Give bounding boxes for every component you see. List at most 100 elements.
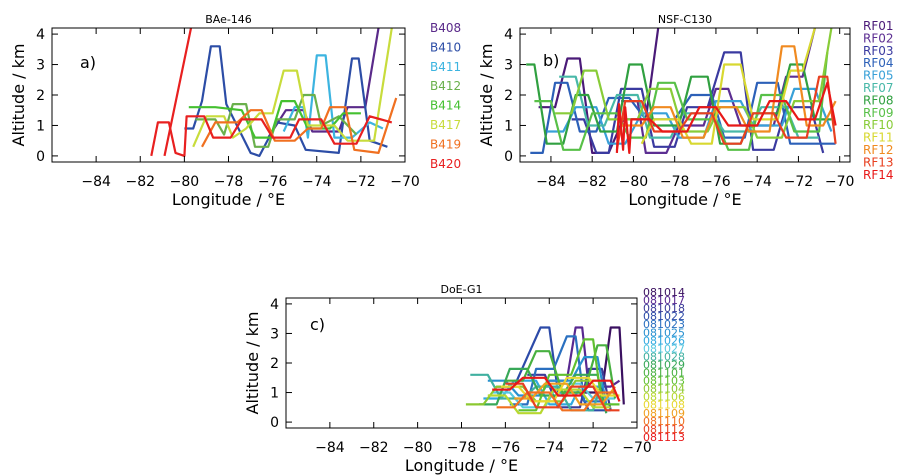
- legend-entry: 081106: [643, 391, 685, 404]
- x-tick-label: −74: [302, 174, 332, 190]
- series-line-B410: [184, 45, 388, 157]
- x-tick-label: −84: [536, 174, 566, 190]
- x-tick-label: −70: [825, 174, 855, 190]
- y-axis-label: Altitude / km: [477, 44, 496, 147]
- legend-entry: 081027: [643, 342, 685, 355]
- y-tick-label: 4: [270, 297, 279, 313]
- series-line-RF12: [621, 45, 837, 139]
- y-tick-label: 4: [504, 27, 513, 43]
- x-axis-label: Longitude / °E: [172, 190, 285, 209]
- y-tick-label: 0: [36, 149, 45, 165]
- legend-entry: 081028: [643, 350, 685, 363]
- series-line-RF08: [526, 63, 832, 145]
- x-tick-label: −72: [784, 174, 814, 190]
- y-tick-label: 0: [270, 415, 279, 431]
- panel-label: a): [80, 53, 96, 72]
- series-line-B408: [267, 28, 380, 139]
- legend-entry: RF12: [863, 143, 894, 157]
- x-tick-label: −76: [258, 174, 288, 190]
- y-tick-label: 1: [36, 118, 45, 134]
- legend-entry: B410: [430, 40, 461, 54]
- series-group: [465, 326, 625, 415]
- panel-title: BAe-146: [205, 13, 252, 26]
- x-tick-label: −82: [359, 440, 389, 456]
- series-line-RF09: [534, 52, 829, 151]
- legend-entry: 081026: [643, 334, 685, 347]
- series-group: [526, 28, 837, 154]
- legend-entry: RF02: [863, 31, 894, 45]
- x-tick-label: −82: [577, 174, 607, 190]
- legend-entry: RF11: [863, 131, 894, 145]
- legend: 0810140810170810180810220810230810250810…: [643, 286, 685, 444]
- legend-entry: 081112: [643, 423, 685, 436]
- x-tick-label: −84: [81, 174, 111, 190]
- panel-2: −84 −82 −80 −78 −76 −74 −72 −70 0 1 2 3 4 NSF-C130 Lon…: [477, 13, 894, 209]
- x-tick-label: −80: [619, 174, 649, 190]
- series-line-RF03: [571, 51, 825, 154]
- panel-1: −84 −82 −80 −78 −76 −74 −72 −70 0 1 2 3 4 BAe-146 Long…: [9, 13, 461, 209]
- legend-entry: B414: [430, 99, 461, 113]
- y-tick-label: 0: [504, 149, 513, 165]
- legend: B408 B410 B411 B412 B414 B417 B419 B420: [430, 21, 461, 171]
- x-tick-label: −84: [315, 440, 345, 456]
- x-tick-label: −78: [214, 174, 244, 190]
- series-group: [150, 28, 398, 157]
- y-tick-label: 1: [270, 386, 279, 402]
- legend-entry: 081025: [643, 326, 685, 339]
- legend-entry: B411: [430, 60, 461, 74]
- legend-entry: 081014: [643, 286, 685, 299]
- legend-entry: 081109: [643, 407, 685, 420]
- legend-entry: RF10: [863, 118, 894, 132]
- y-tick-label: 2: [504, 88, 513, 104]
- series-line-081113: [492, 376, 621, 402]
- y-axis-label: Altitude / km: [9, 44, 28, 147]
- y-tick-label: 4: [36, 27, 45, 43]
- x-tick-label: −70: [622, 440, 652, 456]
- legend-entry: 081017: [643, 294, 685, 307]
- x-tick-label: −74: [534, 440, 564, 456]
- panel-title: NSF-C130: [658, 13, 712, 26]
- legend-entry: 081104: [643, 383, 685, 396]
- y-tick-label: 2: [36, 88, 45, 104]
- series-line-081101: [505, 344, 617, 399]
- x-tick-label: −80: [403, 440, 433, 456]
- series-line-RF01: [538, 28, 660, 154]
- legend-entry: 081110: [643, 415, 685, 428]
- legend-entry: RF01: [863, 19, 894, 33]
- legend-entry: B408: [430, 21, 461, 35]
- x-axis-label: Longitude / °E: [628, 190, 741, 209]
- legend-entry: B420: [430, 157, 461, 171]
- series-line-extra-8: [163, 28, 193, 157]
- series-line-B414: [188, 100, 361, 139]
- x-tick-label: −76: [701, 174, 731, 190]
- y-tick-label: 3: [270, 326, 279, 342]
- x-tick-label: −70: [390, 174, 420, 190]
- legend-entry: B419: [430, 137, 461, 151]
- legend-entry: 081103: [643, 375, 685, 388]
- legend-entry: 081023: [643, 318, 685, 331]
- panel-label: c): [310, 315, 325, 334]
- x-tick-label: −74: [742, 174, 772, 190]
- x-tick-label: −72: [578, 440, 608, 456]
- legend-entry: RF07: [863, 81, 894, 95]
- series-line-081110: [496, 391, 616, 412]
- legend-entry: RF14: [863, 168, 894, 182]
- x-tick-label: −82: [125, 174, 155, 190]
- legend-entry: 081029: [643, 358, 685, 371]
- legend-entry: RF03: [863, 44, 894, 58]
- panel-label: b): [543, 51, 559, 70]
- legend-entry: RF13: [863, 155, 894, 169]
- legend-entry: RF05: [863, 69, 894, 83]
- series-line-RF14: [615, 81, 837, 154]
- legend-entry: 081022: [643, 310, 685, 323]
- x-tick-label: −80: [170, 174, 200, 190]
- x-tick-label: −78: [660, 174, 690, 190]
- x-tick-label: −78: [447, 440, 477, 456]
- x-tick-label: −76: [491, 440, 521, 456]
- y-tick-label: 1: [504, 118, 513, 134]
- legend-entry: 081018: [643, 302, 685, 315]
- series-line-B417: [192, 28, 393, 148]
- legend-entry: 081101: [643, 367, 685, 380]
- legend-entry: 081108: [643, 399, 685, 412]
- series-line-RF13: [615, 75, 837, 150]
